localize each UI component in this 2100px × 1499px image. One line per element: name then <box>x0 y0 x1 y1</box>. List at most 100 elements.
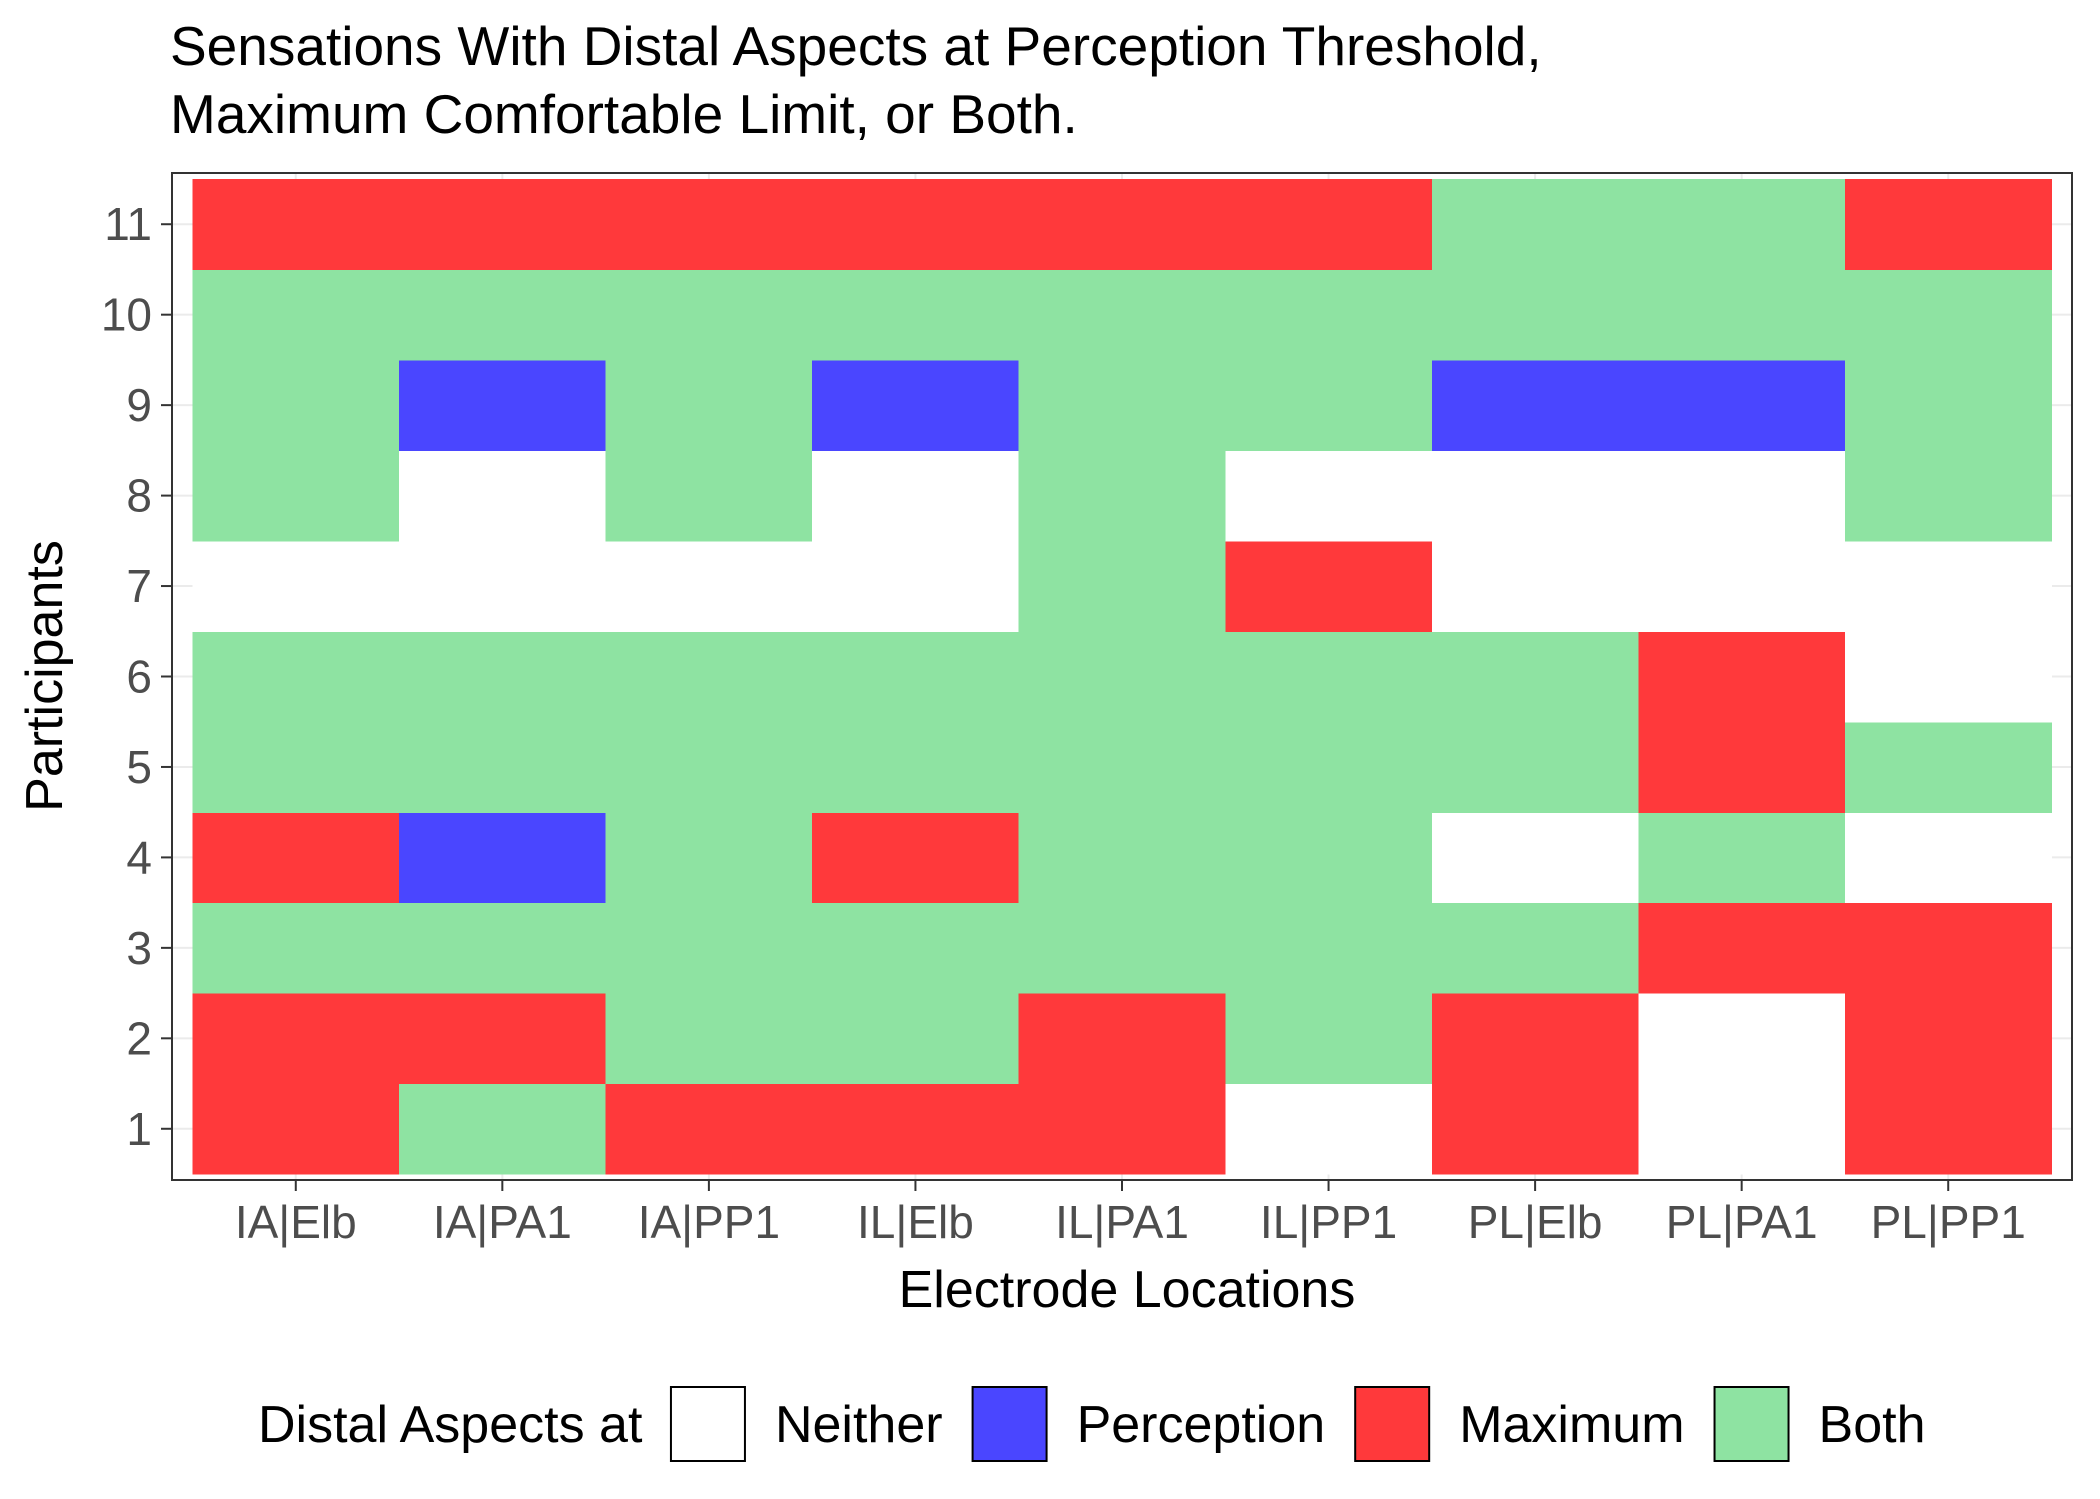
cell-IL|Elb-p9 <box>812 359 1020 451</box>
cell-PL|Elb-p10 <box>1431 269 1639 361</box>
cell-PL|PA1-p3 <box>1638 902 1846 994</box>
cell-IL|Elb-p11 <box>812 179 1020 271</box>
x-tick-label-2: IA|PP1 <box>638 1196 780 1248</box>
cell-IA|PA1-p1 <box>399 1083 607 1175</box>
cell-IL|PA1-p5 <box>1018 721 1226 813</box>
cell-IA|Elb-p11 <box>192 179 400 271</box>
y-tick-label-4: 4 <box>126 831 152 883</box>
x-axis-title: Electrode Locations <box>899 1261 1356 1319</box>
cell-IA|Elb-p5 <box>192 721 400 813</box>
cell-IA|Elb-p10 <box>192 269 400 361</box>
cell-IA|PA1-p11 <box>399 179 607 271</box>
legend-key-perception <box>971 1386 1048 1462</box>
cell-IL|PA1-p4 <box>1018 812 1226 904</box>
cell-IA|PP1-p4 <box>605 812 813 904</box>
cell-IL|PP1-p8 <box>1225 450 1433 542</box>
cell-IL|PP1-p3 <box>1225 902 1433 994</box>
cell-PL|PA1-p2 <box>1638 993 1846 1085</box>
cell-IA|PA1-p2 <box>399 993 607 1085</box>
cell-PL|PP1-p4 <box>1844 812 2053 904</box>
y-tick-label-9: 9 <box>126 379 152 431</box>
x-tick-label-6: PL|Elb <box>1468 1196 1603 1248</box>
cell-IL|PP1-p11 <box>1225 179 1433 271</box>
cell-IA|PP1-p8 <box>605 450 813 542</box>
cell-PL|PA1-p6 <box>1638 631 1846 723</box>
cell-IL|Elb-p1 <box>812 1083 1020 1175</box>
cell-PL|Elb-p6 <box>1431 631 1639 723</box>
cell-PL|PP1-p9 <box>1844 359 2053 451</box>
legend-key-neither <box>669 1386 746 1462</box>
cell-IL|PP1-p1 <box>1225 1083 1433 1175</box>
cell-PL|PA1-p9 <box>1638 359 1846 451</box>
cell-IA|Elb-p6 <box>192 631 400 723</box>
cell-IL|Elb-p6 <box>812 631 1020 723</box>
cell-IL|Elb-p2 <box>812 993 1020 1085</box>
cell-PL|Elb-p8 <box>1431 450 1639 542</box>
legend-key-both <box>1713 1386 1790 1462</box>
cell-PL|PP1-p1 <box>1844 1083 2053 1175</box>
cell-PL|Elb-p7 <box>1431 540 1639 632</box>
cell-PL|PA1-p4 <box>1638 812 1846 904</box>
cell-IL|PP1-p9 <box>1225 359 1433 451</box>
cell-IA|PP1-p5 <box>605 721 813 813</box>
cell-PL|Elb-p3 <box>1431 902 1639 994</box>
cell-PL|Elb-p1 <box>1431 1083 1639 1175</box>
cell-PL|PP1-p7 <box>1844 540 2053 632</box>
cell-IL|PA1-p9 <box>1018 359 1226 451</box>
x-tick-label-4: IL|PA1 <box>1055 1196 1189 1248</box>
cell-PL|PP1-p11 <box>1844 179 2053 271</box>
cell-IA|PP1-p9 <box>605 359 813 451</box>
cell-IL|PA1-p1 <box>1018 1083 1226 1175</box>
cell-IL|PA1-p10 <box>1018 269 1226 361</box>
cell-PL|PP1-p5 <box>1844 721 2053 813</box>
y-tick-label-6: 6 <box>126 651 152 703</box>
cell-IA|Elb-p9 <box>192 359 400 451</box>
cell-IA|PA1-p7 <box>399 540 607 632</box>
cell-IL|PP1-p4 <box>1225 812 1433 904</box>
cell-IA|PA1-p9 <box>399 359 607 451</box>
cell-IL|Elb-p7 <box>812 540 1020 632</box>
cell-IL|PA1-p8 <box>1018 450 1226 542</box>
y-tick-label-3: 3 <box>126 922 152 974</box>
x-tick-label-8: PL|PP1 <box>1871 1196 2026 1248</box>
cell-PL|PA1-p7 <box>1638 540 1846 632</box>
y-tick-label-11: 11 <box>104 198 152 250</box>
cell-IL|PA1-p3 <box>1018 902 1226 994</box>
y-axis-title: Participants <box>16 540 74 812</box>
cell-PL|Elb-p5 <box>1431 721 1639 813</box>
cell-IL|PA1-p11 <box>1018 179 1226 271</box>
cell-IL|PA1-p6 <box>1018 631 1226 723</box>
cell-IA|PP1-p3 <box>605 902 813 994</box>
cell-IL|Elb-p8 <box>812 450 1020 542</box>
cell-PL|PP1-p3 <box>1844 902 2053 994</box>
legend-key-maximum <box>1354 1386 1431 1462</box>
chart-title-line-2: Maximum Comfortable Limit, or Both. <box>170 83 1078 145</box>
cell-IA|PP1-p2 <box>605 993 813 1085</box>
cell-IA|PA1-p5 <box>399 721 607 813</box>
cell-IL|Elb-p4 <box>812 812 1020 904</box>
cell-PL|Elb-p9 <box>1431 359 1639 451</box>
cell-IA|PA1-p3 <box>399 902 607 994</box>
cell-PL|PA1-p10 <box>1638 269 1846 361</box>
cell-IA|Elb-p3 <box>192 902 400 994</box>
y-tick-label-2: 2 <box>126 1012 152 1064</box>
legend-label-both: Both <box>1819 1396 1926 1454</box>
cell-PL|PA1-p5 <box>1638 721 1846 813</box>
cell-PL|PP1-p10 <box>1844 269 2053 361</box>
cell-IA|PA1-p10 <box>399 269 607 361</box>
x-tick-label-0: IA|Elb <box>235 1196 357 1248</box>
cell-IL|PP1-p10 <box>1225 269 1433 361</box>
cell-IA|PP1-p11 <box>605 179 813 271</box>
cell-IL|PP1-p5 <box>1225 721 1433 813</box>
cell-IA|PP1-p1 <box>605 1083 813 1175</box>
cell-IL|Elb-p3 <box>812 902 1020 994</box>
cell-IA|PA1-p4 <box>399 812 607 904</box>
cell-PL|Elb-p4 <box>1431 812 1639 904</box>
legend: Distal Aspects at Neither Perception Maxim… <box>258 1386 1926 1462</box>
cell-IA|PP1-p10 <box>605 269 813 361</box>
cell-IA|PP1-p6 <box>605 631 813 723</box>
cell-PL|PP1-p2 <box>1844 993 2053 1085</box>
cell-IA|Elb-p4 <box>192 812 400 904</box>
cell-IL|Elb-p10 <box>812 269 1020 361</box>
